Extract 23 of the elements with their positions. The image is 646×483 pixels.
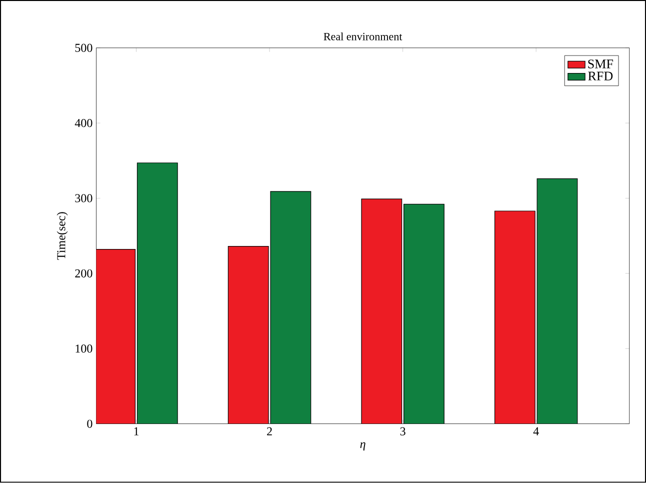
bar	[96, 249, 136, 424]
y-tick-label: 300	[75, 194, 92, 202]
y-tick-label: 100	[76, 344, 92, 353]
y-tick-label: 200	[75, 269, 92, 278]
bar	[536, 178, 578, 424]
bar	[270, 191, 312, 424]
bar	[228, 246, 269, 424]
bar	[136, 162, 178, 424]
y-tick-label: 500	[75, 44, 92, 52]
chart-title: Real environment	[324, 32, 402, 40]
bar	[404, 204, 444, 424]
bar	[494, 210, 536, 424]
y-axis-title: Time(sec)	[56, 212, 68, 260]
x-tick-label: 1	[134, 427, 139, 436]
legend-label: RFD	[588, 72, 613, 80]
x-tick-label: 2	[267, 427, 272, 436]
legend-label: SMF	[588, 60, 614, 69]
x-tick-label: 4	[533, 427, 539, 436]
y-tick-label: 0	[87, 420, 92, 428]
bar	[361, 198, 402, 424]
y-tick-label: 400	[74, 119, 92, 128]
x-axis-title: η	[360, 442, 366, 451]
x-tick-label: 3	[400, 427, 406, 436]
